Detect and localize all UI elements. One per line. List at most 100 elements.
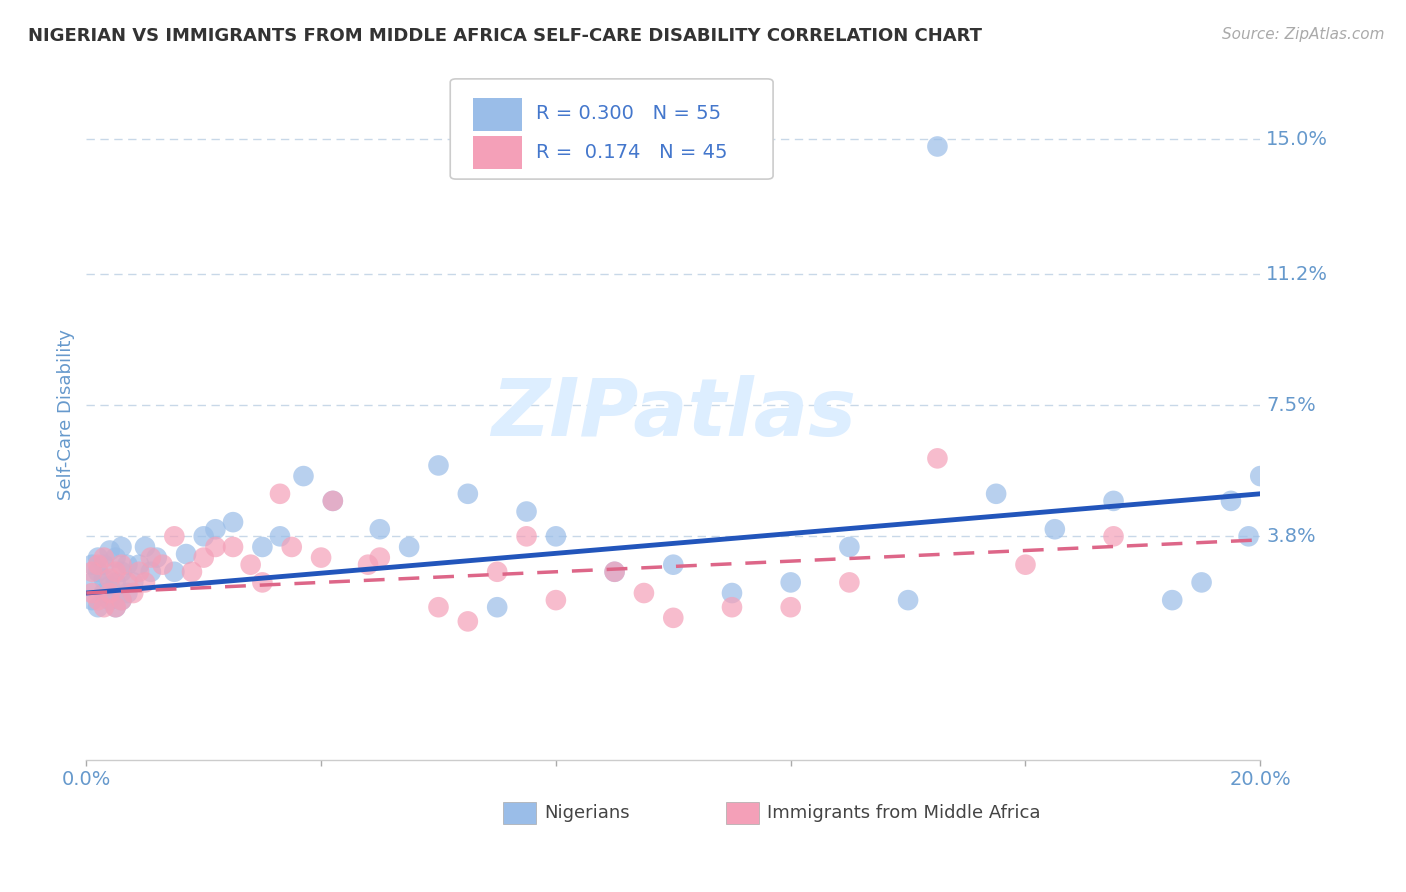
Point	[515, 529, 537, 543]
Point	[98, 579, 121, 593]
Text: 11.2%: 11.2%	[1267, 265, 1329, 284]
Point	[93, 586, 115, 600]
Point	[515, 504, 537, 518]
Point	[357, 558, 380, 572]
Point	[897, 593, 920, 607]
Point	[87, 593, 110, 607]
Point	[269, 529, 291, 543]
Point	[398, 540, 420, 554]
Point	[1249, 469, 1271, 483]
Text: 3.8%: 3.8%	[1267, 527, 1316, 546]
Point	[486, 565, 509, 579]
FancyBboxPatch shape	[472, 136, 522, 169]
Point	[838, 575, 860, 590]
Point	[322, 494, 344, 508]
Point	[1191, 575, 1213, 590]
Point	[110, 565, 132, 579]
Point	[204, 522, 226, 536]
Point	[1102, 494, 1125, 508]
Point	[222, 515, 245, 529]
Point	[163, 565, 186, 579]
Point	[544, 593, 567, 607]
Text: 15.0%: 15.0%	[1267, 130, 1329, 149]
Point	[603, 565, 626, 579]
Point	[110, 593, 132, 607]
Point	[117, 575, 139, 590]
Point	[193, 529, 215, 543]
Point	[457, 487, 479, 501]
Point	[134, 540, 156, 554]
Point	[122, 586, 145, 600]
Point	[87, 550, 110, 565]
Point	[98, 593, 121, 607]
Point	[98, 586, 121, 600]
Point	[662, 558, 685, 572]
Point	[87, 600, 110, 615]
Point	[117, 558, 139, 572]
Point	[104, 565, 127, 579]
Point	[93, 572, 115, 586]
Point	[110, 558, 132, 572]
Point	[779, 575, 801, 590]
Point	[1237, 529, 1260, 543]
Point	[87, 558, 110, 572]
Point	[181, 565, 204, 579]
Point	[82, 586, 104, 600]
Point	[145, 550, 167, 565]
Point	[122, 575, 145, 590]
Point	[603, 565, 626, 579]
Text: Nigerians: Nigerians	[544, 804, 630, 822]
Point	[1161, 593, 1184, 607]
Point	[1219, 494, 1241, 508]
Point	[222, 540, 245, 554]
FancyBboxPatch shape	[503, 802, 536, 824]
Point	[104, 600, 127, 615]
Point	[139, 565, 162, 579]
Y-axis label: Self-Care Disability: Self-Care Disability	[58, 328, 75, 500]
Point	[280, 540, 302, 554]
Point	[117, 586, 139, 600]
Point	[93, 558, 115, 572]
Point	[838, 540, 860, 554]
Point	[98, 543, 121, 558]
Text: Immigrants from Middle Africa: Immigrants from Middle Africa	[768, 804, 1040, 822]
Point	[252, 575, 274, 590]
Point	[322, 494, 344, 508]
Point	[368, 550, 391, 565]
Text: R =  0.174   N = 45: R = 0.174 N = 45	[536, 144, 727, 162]
FancyBboxPatch shape	[450, 78, 773, 179]
Point	[204, 540, 226, 554]
Point	[128, 565, 150, 579]
Point	[633, 586, 655, 600]
Point	[721, 600, 744, 615]
Point	[134, 575, 156, 590]
Point	[269, 487, 291, 501]
Point	[239, 558, 262, 572]
Point	[427, 458, 450, 473]
Point	[87, 565, 110, 579]
Point	[110, 540, 132, 554]
Text: 7.5%: 7.5%	[1267, 396, 1316, 415]
Point	[1014, 558, 1036, 572]
Point	[82, 575, 104, 590]
FancyBboxPatch shape	[472, 97, 522, 131]
Point	[93, 600, 115, 615]
Point	[252, 540, 274, 554]
Point	[779, 600, 801, 615]
Point	[163, 529, 186, 543]
Point	[292, 469, 315, 483]
Point	[82, 593, 104, 607]
Point	[174, 547, 197, 561]
Point	[1102, 529, 1125, 543]
Point	[128, 558, 150, 572]
Point	[427, 600, 450, 615]
Point	[927, 139, 949, 153]
Point	[309, 550, 332, 565]
Text: R = 0.300   N = 55: R = 0.300 N = 55	[536, 104, 721, 123]
Point	[1043, 522, 1066, 536]
FancyBboxPatch shape	[725, 802, 759, 824]
Point	[662, 611, 685, 625]
Point	[984, 487, 1007, 501]
Point	[104, 575, 127, 590]
Point	[104, 550, 127, 565]
